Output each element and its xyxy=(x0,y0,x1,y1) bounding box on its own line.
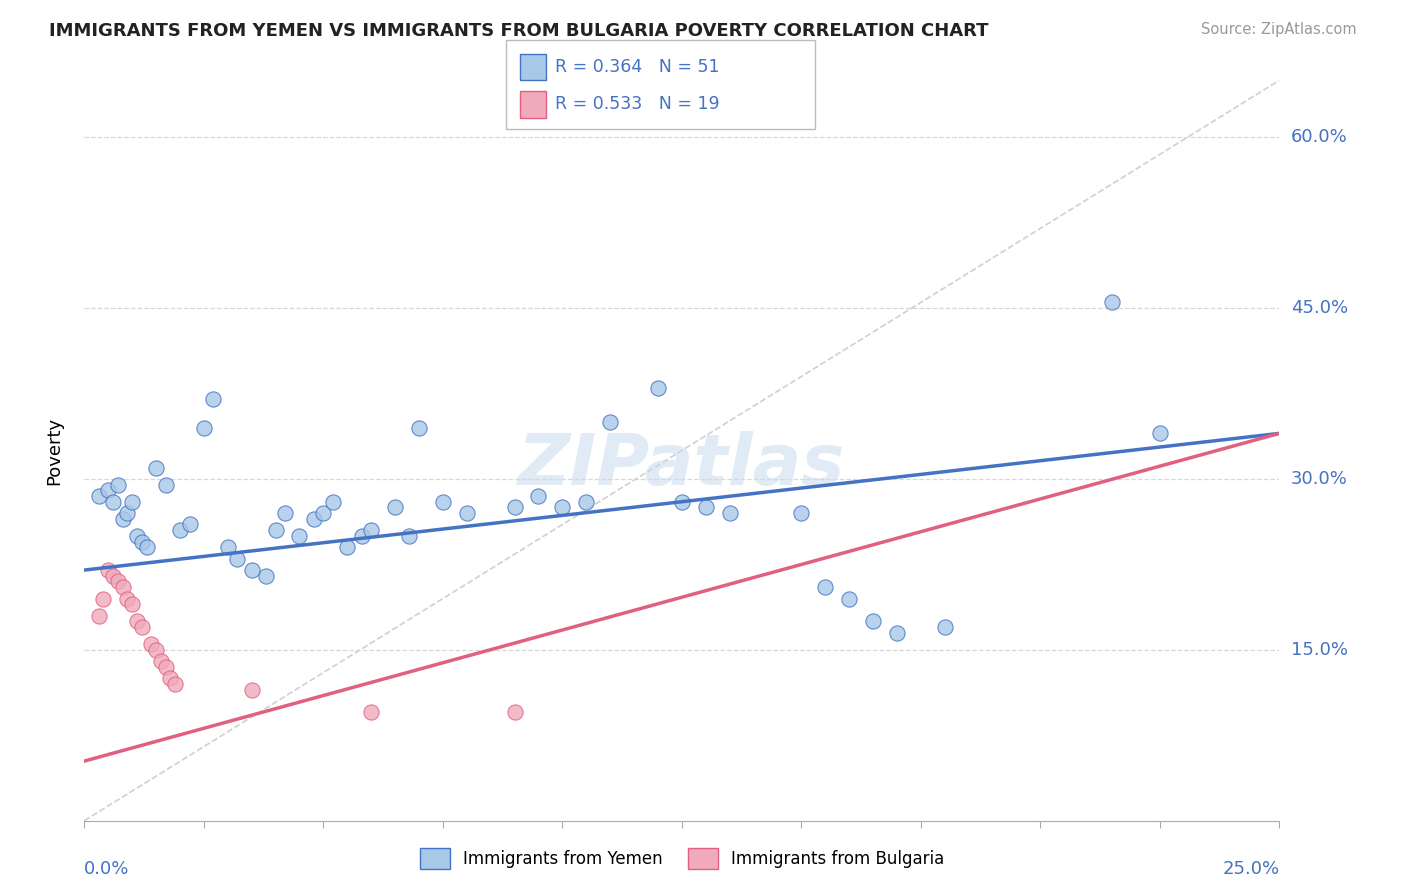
Point xyxy=(838,591,860,606)
Point xyxy=(695,500,717,515)
Point xyxy=(322,494,344,508)
Point xyxy=(398,529,420,543)
Point xyxy=(599,415,621,429)
Point xyxy=(274,506,297,520)
Point xyxy=(97,483,120,498)
Point xyxy=(456,506,478,520)
Point xyxy=(862,615,884,629)
Point xyxy=(350,529,373,543)
Point xyxy=(155,660,177,674)
Point xyxy=(551,500,574,515)
Point xyxy=(408,420,430,434)
Point xyxy=(121,597,143,611)
Point xyxy=(1149,426,1171,441)
Point xyxy=(125,529,148,543)
Point xyxy=(121,494,143,508)
Point xyxy=(87,608,110,623)
Y-axis label: Poverty: Poverty xyxy=(45,417,63,484)
Point xyxy=(718,506,741,520)
Text: 30.0%: 30.0% xyxy=(1291,470,1347,488)
Point xyxy=(886,625,908,640)
Point xyxy=(217,541,239,555)
Point xyxy=(647,381,669,395)
Point xyxy=(814,580,837,594)
Point xyxy=(169,523,191,537)
Point xyxy=(149,654,172,668)
Point xyxy=(131,620,153,634)
Point xyxy=(107,477,129,491)
Point xyxy=(240,682,263,697)
Text: 60.0%: 60.0% xyxy=(1291,128,1347,146)
Point xyxy=(202,392,225,407)
Legend: Immigrants from Yemen, Immigrants from Bulgaria: Immigrants from Yemen, Immigrants from B… xyxy=(413,841,950,875)
Point xyxy=(1101,295,1123,310)
Point xyxy=(135,541,157,555)
Text: Source: ZipAtlas.com: Source: ZipAtlas.com xyxy=(1201,22,1357,37)
Point xyxy=(97,563,120,577)
Point xyxy=(141,637,163,651)
Point xyxy=(312,506,335,520)
Point xyxy=(790,506,813,520)
Point xyxy=(111,512,134,526)
Text: R = 0.364   N = 51: R = 0.364 N = 51 xyxy=(555,58,720,76)
Point xyxy=(360,523,382,537)
Point xyxy=(101,494,124,508)
Text: ZIPatlas: ZIPatlas xyxy=(519,431,845,500)
Point xyxy=(575,494,598,508)
Point xyxy=(432,494,454,508)
Point xyxy=(117,591,139,606)
Point xyxy=(101,568,124,582)
Point xyxy=(155,477,177,491)
Point xyxy=(360,706,382,720)
Point xyxy=(145,460,167,475)
Text: 45.0%: 45.0% xyxy=(1291,299,1348,317)
Point xyxy=(193,420,215,434)
Point xyxy=(503,706,526,720)
Point xyxy=(145,642,167,657)
Point xyxy=(254,568,277,582)
Point xyxy=(384,500,406,515)
Point xyxy=(111,580,134,594)
Point xyxy=(87,489,110,503)
Point xyxy=(288,529,311,543)
Point xyxy=(159,671,181,685)
Text: 15.0%: 15.0% xyxy=(1291,640,1347,659)
Text: R = 0.533   N = 19: R = 0.533 N = 19 xyxy=(555,95,720,113)
Point xyxy=(527,489,550,503)
Point xyxy=(131,534,153,549)
Point xyxy=(302,512,325,526)
Point xyxy=(503,500,526,515)
Point xyxy=(934,620,956,634)
Point xyxy=(226,551,249,566)
Point xyxy=(93,591,115,606)
Text: 25.0%: 25.0% xyxy=(1222,860,1279,878)
Point xyxy=(117,506,139,520)
Point xyxy=(179,517,201,532)
Point xyxy=(107,574,129,589)
Point xyxy=(336,541,359,555)
Point xyxy=(264,523,287,537)
Text: 0.0%: 0.0% xyxy=(84,860,129,878)
Text: IMMIGRANTS FROM YEMEN VS IMMIGRANTS FROM BULGARIA POVERTY CORRELATION CHART: IMMIGRANTS FROM YEMEN VS IMMIGRANTS FROM… xyxy=(49,22,988,40)
Point xyxy=(165,677,187,691)
Point xyxy=(671,494,693,508)
Point xyxy=(240,563,263,577)
Point xyxy=(125,615,148,629)
